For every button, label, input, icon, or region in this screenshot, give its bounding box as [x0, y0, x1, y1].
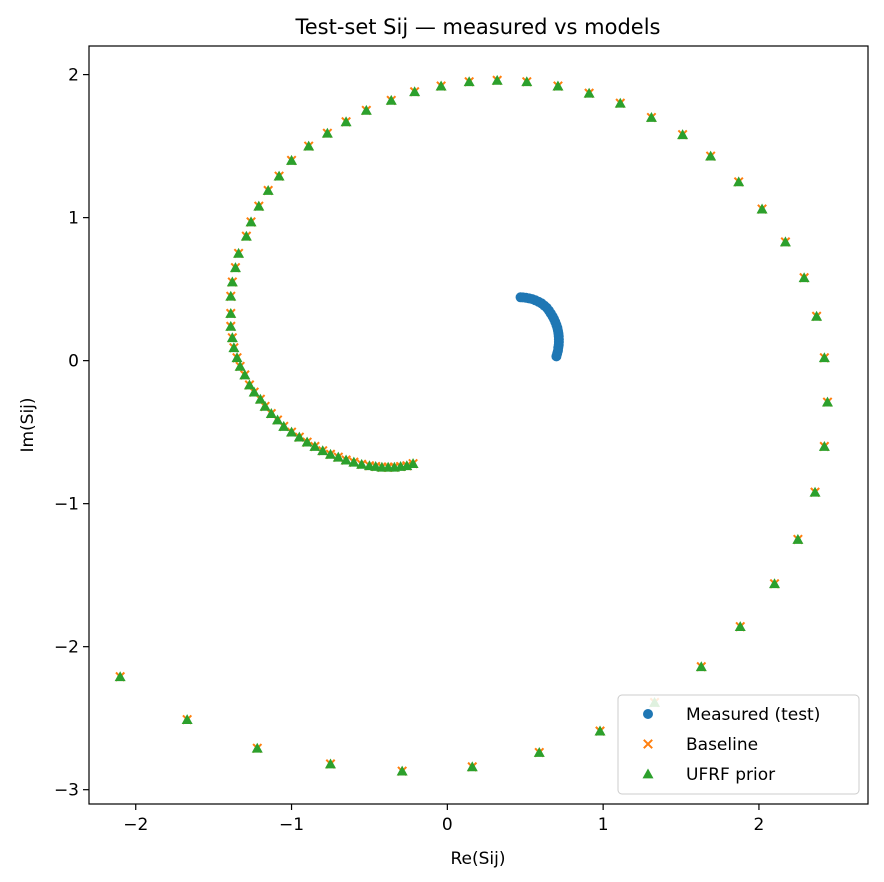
- x-tick-label: 0: [442, 815, 453, 835]
- data-point: [286, 154, 298, 165]
- x-axis-ticks: −2 −1 0 1 2: [123, 804, 764, 835]
- data-point: [262, 184, 274, 195]
- data-point: [645, 112, 657, 122]
- data-point: [340, 454, 352, 465]
- y-tick-label: −1: [54, 495, 79, 515]
- data-point: [226, 332, 238, 343]
- data-point: [225, 320, 237, 331]
- data-point: [272, 414, 284, 425]
- data-point: [243, 379, 255, 390]
- data-point: [226, 276, 238, 287]
- y-tick-label: −2: [54, 638, 79, 658]
- data-point: [705, 150, 717, 161]
- data-point: [245, 216, 257, 227]
- y-tick-label: 1: [68, 209, 79, 229]
- data-point: [466, 761, 478, 772]
- data-point: [396, 765, 408, 776]
- data-point: [234, 360, 246, 371]
- data-point: [286, 426, 298, 437]
- data-point: [254, 393, 266, 404]
- x-tick-label: −2: [123, 815, 148, 835]
- data-point: [734, 621, 746, 632]
- y-axis-ticks: −3 −2 −1 0 1 2: [54, 66, 89, 801]
- legend-marker-circle: [643, 709, 653, 719]
- data-point: [792, 533, 804, 544]
- data-point: [363, 460, 375, 471]
- data-point: [259, 400, 271, 411]
- data-point: [594, 725, 606, 736]
- data-point: [228, 342, 240, 353]
- data-point: [435, 80, 447, 91]
- data-point: [293, 431, 305, 442]
- data-point: [798, 272, 810, 283]
- legend-label: Measured (test): [686, 705, 820, 725]
- y-tick-label: 0: [68, 352, 79, 372]
- data-point: [677, 129, 689, 140]
- x-axis-label: Re(Sij): [450, 849, 505, 869]
- data-point: [818, 352, 830, 363]
- data-point: [360, 104, 372, 115]
- data-point: [309, 440, 321, 451]
- data-point: [324, 758, 336, 769]
- data-point: [225, 290, 237, 301]
- data-point: [231, 352, 243, 363]
- data-point: [733, 176, 745, 187]
- data-point: [533, 747, 545, 757]
- data-point: [278, 420, 290, 431]
- data-point: [809, 486, 821, 497]
- data-point: [407, 458, 419, 469]
- series-circle: [515, 292, 564, 362]
- data-point: [225, 307, 237, 318]
- legend-box: [617, 694, 860, 795]
- legend-marker-x: [643, 739, 653, 749]
- legend-label: Baseline: [686, 735, 758, 755]
- data-point: [317, 445, 329, 456]
- data-point: [521, 76, 533, 87]
- data-point: [695, 661, 707, 672]
- data-point: [821, 396, 833, 407]
- x-tick-label: 2: [754, 815, 765, 835]
- data-point: [583, 87, 595, 98]
- data-point: [491, 74, 503, 85]
- data-point: [779, 236, 791, 247]
- data-point: [614, 97, 626, 108]
- data-point: [240, 230, 252, 241]
- chart-title: Test-set Sij — measured vs models: [294, 15, 660, 39]
- data-point: [385, 94, 397, 105]
- y-tick-label: −3: [54, 781, 79, 801]
- data-point: [229, 262, 241, 273]
- data-point: [818, 440, 830, 451]
- data-point: [248, 386, 260, 397]
- data-point: [332, 451, 344, 462]
- data-point: [515, 292, 526, 303]
- data-point: [756, 203, 768, 214]
- data-point: [340, 116, 352, 127]
- x-tick-label: 1: [598, 815, 609, 835]
- data-point: [409, 86, 421, 97]
- data-point: [811, 310, 823, 321]
- data-point: [273, 170, 285, 181]
- data-point: [265, 408, 277, 418]
- data-point: [233, 247, 245, 258]
- legend-label: UFRF prior: [686, 765, 775, 785]
- y-axis-label: Im(Sij): [18, 397, 38, 452]
- data-point: [114, 671, 126, 682]
- data-point: [253, 200, 265, 211]
- data-point: [769, 578, 781, 589]
- data-point: [301, 436, 313, 447]
- data-point: [552, 80, 564, 91]
- data-point: [181, 714, 193, 725]
- x-tick-label: −1: [279, 815, 304, 835]
- data-point: [239, 369, 251, 380]
- data-point: [321, 127, 333, 138]
- y-tick-label: 2: [68, 66, 79, 86]
- data-point: [324, 448, 336, 459]
- data-point: [463, 76, 475, 87]
- data-point: [303, 140, 315, 151]
- legend-marker-triangle: [642, 768, 654, 779]
- legend: Measured (test) Baseline UFRF prior: [617, 694, 860, 795]
- data-point: [251, 742, 263, 753]
- plot-frame: [88, 45, 869, 805]
